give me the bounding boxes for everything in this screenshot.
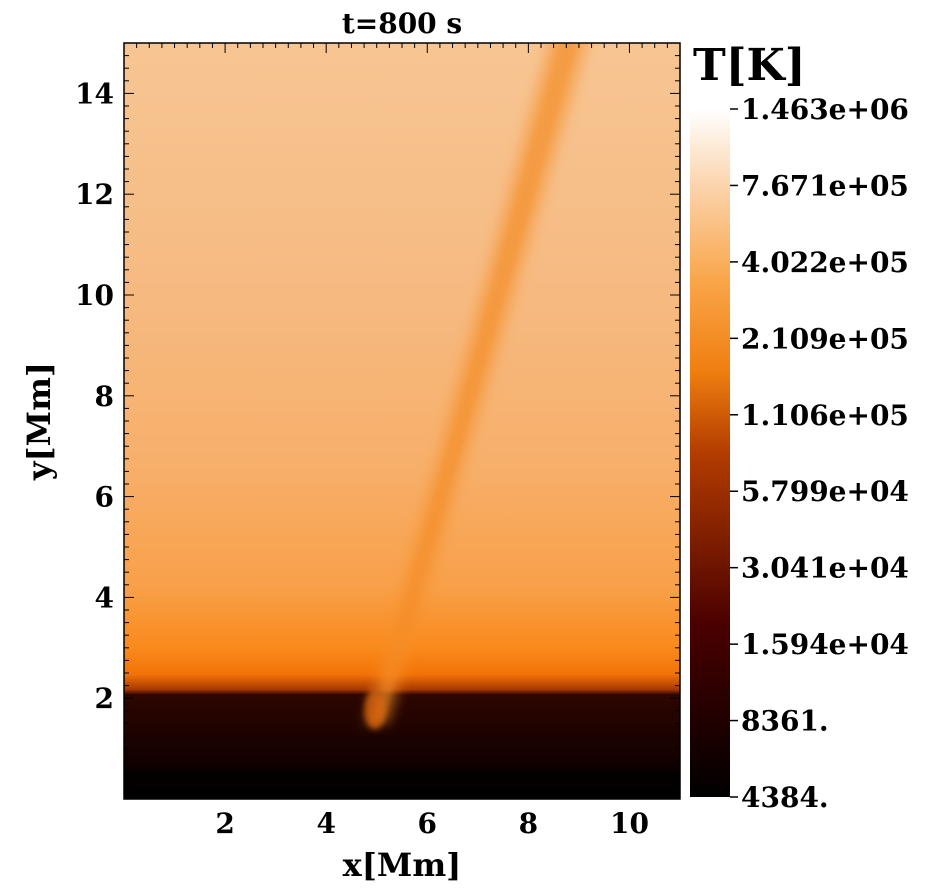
y-axis-label: y[Mm] (20, 362, 58, 481)
y-tick-label: 10 (75, 279, 114, 312)
heatmap-field (124, 43, 680, 799)
colorbar-tick-label: 4.022e+05 (741, 246, 909, 279)
colorbar-tick-label: 1.594e+04 (741, 628, 909, 661)
x-axis: 2 4 6 8 10 (136, 43, 668, 840)
x-tick-label: 4 (316, 807, 335, 840)
y-tick-label: 4 (95, 581, 114, 614)
colorbar-tick-label: 5.799e+04 (741, 475, 909, 508)
colorbar-title: T[K] (693, 40, 806, 91)
heatmap-plot (123, 42, 681, 800)
y-tick-label: 12 (75, 178, 114, 211)
y-tick-label: 14 (75, 77, 114, 110)
colorbar-tick-label: 4384. (741, 781, 829, 814)
y-axis: 2 4 6 8 10 12 14 (75, 55, 680, 787)
colorbar: 1.463e+06 7.671e+05 4.022e+05 2.109e+05 1.10… (690, 93, 909, 814)
x-tick-label: 6 (418, 807, 437, 840)
colorbar-tick-label: 1.463e+06 (741, 93, 909, 126)
colorbar-tick-label: 3.041e+04 (741, 552, 909, 585)
x-tick-label: 10 (610, 807, 649, 840)
y-tick-label: 6 (95, 481, 114, 514)
y-tick-label: 2 (95, 682, 114, 715)
colorbar-gradient (690, 109, 730, 797)
y-tick-label: 8 (95, 380, 114, 413)
jet-core-feature (370, 43, 579, 724)
colorbar-tick-label: 1.106e+05 (741, 399, 909, 432)
jet-base-feature (364, 689, 385, 730)
colorbar-tick-label: 8361. (741, 705, 829, 738)
colorbar-ticks: 1.463e+06 7.671e+05 4.022e+05 2.109e+05 1.10… (730, 93, 909, 814)
x-axis-label: x[Mm] (343, 846, 462, 884)
x-tick-label: 2 (215, 807, 234, 840)
x-tick-label: 8 (519, 807, 538, 840)
colorbar-tick-label: 7.671e+05 (741, 169, 909, 202)
chart-title: t=800 s (342, 7, 462, 40)
colorbar-tick-label: 2.109e+05 (741, 322, 909, 355)
